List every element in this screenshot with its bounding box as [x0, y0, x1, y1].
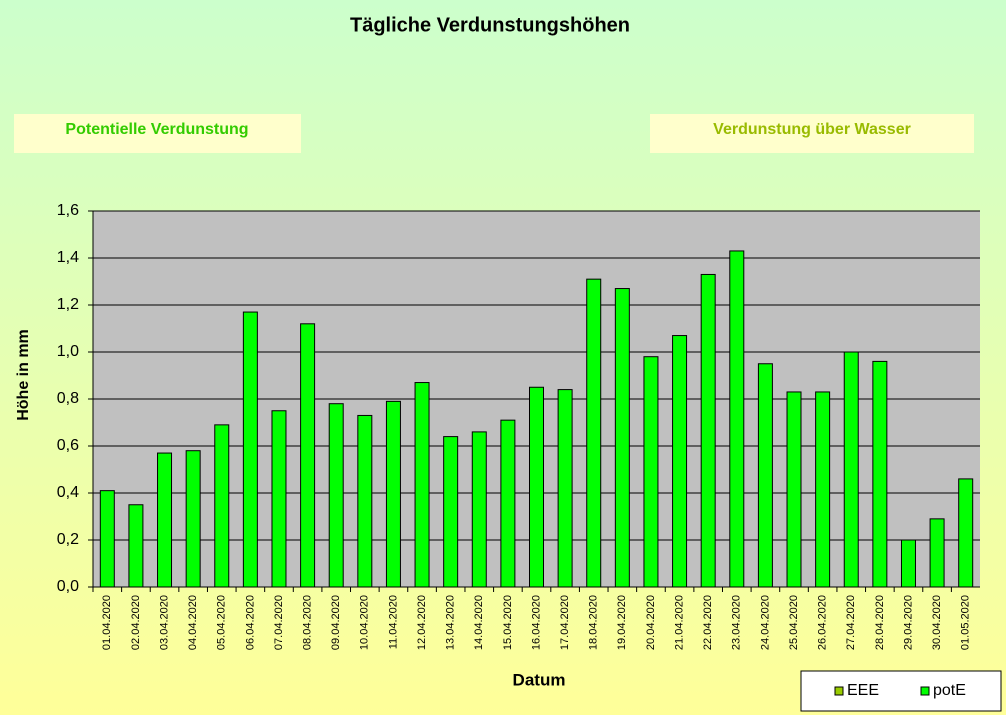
x-tick-label: 05.04.2020	[216, 595, 228, 650]
x-tick-label: 01.04.2020	[101, 595, 113, 650]
y-tick-label: 0,6	[57, 437, 79, 454]
x-tick-label: 21.04.2020	[673, 595, 685, 650]
x-tick-label: 26.04.2020	[817, 595, 829, 650]
bar	[471, 431, 487, 588]
x-tick-label: 13.04.2020	[445, 595, 457, 650]
annotation-box	[650, 114, 974, 153]
y-tick-label: 0,2	[57, 531, 79, 548]
bar	[900, 539, 916, 588]
bar	[357, 414, 373, 588]
bar	[414, 382, 430, 588]
x-tick-label: 28.04.2020	[874, 595, 886, 650]
bar	[672, 335, 688, 588]
x-tick-label: 24.04.2020	[759, 595, 771, 650]
y-axis-label: Höhe in mm	[15, 329, 32, 421]
x-tick-label: 11.04.2020	[387, 595, 399, 649]
y-tick-label: 1,2	[57, 296, 79, 313]
bar	[185, 450, 201, 588]
bar	[786, 391, 802, 588]
x-tick-label: 06.04.2020	[244, 595, 256, 650]
legend-swatch	[834, 686, 844, 696]
x-tick-label: 16.04.2020	[530, 595, 542, 650]
x-tick-label: 15.04.2020	[502, 595, 514, 650]
x-axis-label: Datum	[513, 670, 566, 689]
bar	[614, 288, 630, 588]
legend	[800, 670, 1002, 712]
x-tick-label: 27.04.2020	[845, 595, 857, 650]
y-tick-label: 0,0	[57, 578, 79, 595]
x-tick-label: 08.04.2020	[302, 595, 314, 650]
x-tick-label: 14.04.2020	[473, 595, 485, 650]
x-tick-label: 29.04.2020	[902, 595, 914, 650]
bar	[328, 403, 344, 588]
annotation: Verdunstung über Wasser	[713, 121, 911, 138]
bar	[271, 410, 287, 588]
x-tick-label: 10.04.2020	[359, 595, 371, 650]
x-tick-label: 12.04.2020	[416, 595, 428, 650]
x-tick-label: 25.04.2020	[788, 595, 800, 650]
legend-label: potE	[933, 682, 966, 699]
x-tick-label: 30.04.2020	[931, 595, 943, 650]
bar	[99, 490, 115, 588]
bar	[929, 518, 945, 588]
y-tick-label: 1,6	[57, 202, 79, 219]
bar	[300, 323, 316, 588]
chart-title: Tägliche Verdunstungshöhen	[350, 14, 630, 36]
legend-swatch	[920, 686, 930, 696]
x-tick-label: 04.04.2020	[187, 595, 199, 650]
x-tick-label: 22.04.2020	[702, 595, 714, 650]
y-tick-label: 1,4	[57, 249, 79, 266]
bar	[815, 391, 831, 588]
bar	[529, 386, 544, 588]
bar	[385, 400, 401, 588]
bar	[128, 504, 144, 588]
x-tick-label: 01.05.2020	[960, 595, 972, 650]
x-tick-label: 20.04.2020	[645, 595, 657, 650]
x-tick-label: 02.04.2020	[130, 595, 142, 650]
x-tick-label: 17.04.2020	[559, 595, 571, 650]
bar	[643, 356, 659, 588]
y-tick-label: 0,8	[57, 390, 79, 407]
bar	[843, 351, 859, 588]
x-tick-label: 18.04.2020	[588, 595, 600, 650]
x-tick-label: 03.04.2020	[158, 595, 170, 650]
bar	[157, 452, 173, 588]
bar	[700, 273, 716, 588]
bar	[872, 360, 888, 588]
bar	[958, 478, 974, 588]
annotation: Potentielle Verdunstung	[65, 121, 248, 138]
bar	[500, 419, 516, 588]
bar	[557, 389, 573, 588]
bar	[242, 311, 258, 588]
bar	[214, 424, 230, 588]
x-tick-label: 19.04.2020	[616, 595, 628, 650]
x-tick-label: 23.04.2020	[731, 595, 743, 650]
bar	[757, 363, 773, 588]
bar	[586, 278, 602, 588]
y-tick-label: 1,0	[57, 343, 79, 360]
x-tick-label: 09.04.2020	[330, 595, 342, 650]
y-tick-label: 0,4	[57, 484, 79, 501]
bar	[443, 436, 459, 588]
x-tick-label: 07.04.2020	[273, 595, 285, 650]
legend-label: EEE	[847, 682, 879, 699]
annotation-box	[14, 114, 301, 153]
bar	[729, 250, 745, 588]
